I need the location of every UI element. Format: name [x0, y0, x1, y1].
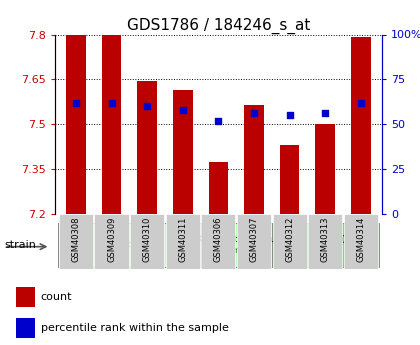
Text: GSM40309: GSM40309: [107, 217, 116, 262]
Text: GSM40308: GSM40308: [71, 217, 81, 262]
Title: GDS1786 / 184246_s_at: GDS1786 / 184246_s_at: [127, 18, 310, 34]
Text: GSM40311: GSM40311: [178, 217, 187, 262]
Bar: [209, 161, 228, 214]
FancyBboxPatch shape: [94, 214, 129, 269]
Point: [215, 118, 222, 124]
FancyBboxPatch shape: [344, 214, 378, 269]
Bar: [280, 145, 299, 214]
FancyBboxPatch shape: [201, 214, 236, 269]
Point: [108, 100, 115, 106]
Text: KP3365 unc-43(n1186)
mutant: KP3365 unc-43(n1186) mutant: [273, 235, 377, 255]
Point: [73, 100, 79, 106]
FancyBboxPatch shape: [130, 214, 164, 269]
Text: strain: strain: [4, 240, 36, 250]
Bar: [102, 34, 121, 214]
Text: GSM40313: GSM40313: [321, 217, 330, 262]
FancyBboxPatch shape: [58, 223, 201, 267]
FancyBboxPatch shape: [59, 214, 93, 269]
Text: GSM40312: GSM40312: [285, 217, 294, 262]
Text: GSM40306: GSM40306: [214, 217, 223, 262]
FancyBboxPatch shape: [166, 214, 200, 269]
Bar: [137, 81, 157, 214]
Text: GSM40307: GSM40307: [249, 217, 258, 262]
Bar: [66, 34, 86, 214]
Text: GSM40310: GSM40310: [143, 217, 152, 262]
Point: [322, 111, 328, 116]
Text: KP3293 tom-1(nu
468) mutant: KP3293 tom-1(nu 468) mutant: [197, 235, 276, 255]
Bar: [351, 38, 370, 214]
Bar: [315, 124, 335, 214]
Text: wildtype: wildtype: [110, 240, 149, 249]
Bar: [16, 287, 34, 307]
Text: count: count: [41, 292, 72, 302]
Point: [251, 111, 257, 116]
Text: percentile rank within the sample: percentile rank within the sample: [41, 323, 228, 333]
Text: GSM40314: GSM40314: [356, 217, 365, 262]
FancyBboxPatch shape: [201, 223, 272, 267]
Bar: [244, 105, 264, 214]
Point: [357, 100, 364, 106]
Bar: [16, 318, 34, 338]
Point: [144, 104, 150, 109]
FancyBboxPatch shape: [237, 214, 271, 269]
FancyBboxPatch shape: [273, 214, 307, 269]
Bar: [173, 90, 193, 214]
Point: [286, 112, 293, 118]
FancyBboxPatch shape: [308, 214, 342, 269]
Point: [179, 107, 186, 112]
FancyBboxPatch shape: [272, 223, 379, 267]
